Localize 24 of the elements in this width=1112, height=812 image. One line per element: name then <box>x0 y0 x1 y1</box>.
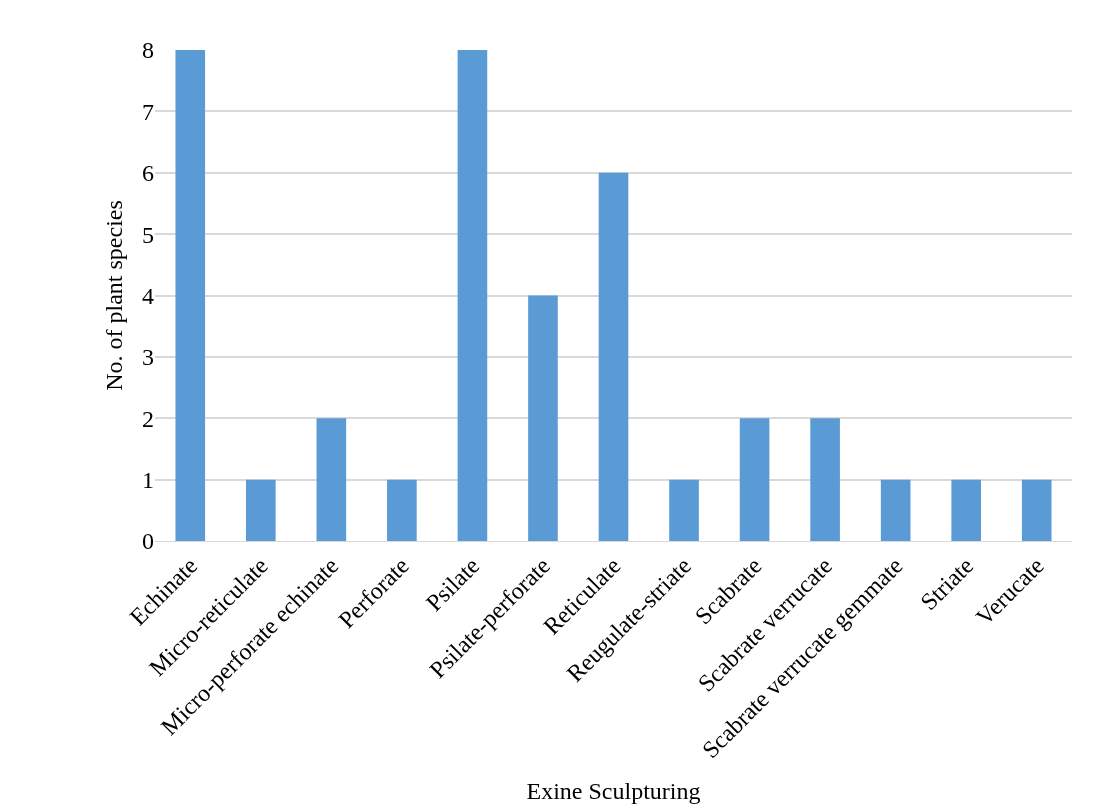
bar <box>175 50 206 541</box>
x-axis-title: Exine Sculpturing <box>526 778 701 805</box>
y-tick-label: 0 <box>142 528 154 555</box>
bar <box>880 479 911 541</box>
y-tick-label: 8 <box>142 37 154 64</box>
bar <box>245 479 276 541</box>
bar <box>669 479 699 541</box>
bar <box>457 50 488 541</box>
bar <box>739 418 770 541</box>
bar <box>810 418 840 541</box>
y-tick-label: 5 <box>142 221 154 248</box>
bar <box>528 295 558 541</box>
bar <box>316 418 347 541</box>
bar <box>598 172 629 541</box>
y-tick-label: 7 <box>142 98 154 125</box>
y-tick-label: 2 <box>142 405 154 432</box>
bar <box>387 479 417 541</box>
y-tick-label: 1 <box>142 467 154 494</box>
bar <box>951 479 982 541</box>
y-axis-title: No. of plant species <box>101 200 128 391</box>
y-tick-label: 3 <box>142 344 154 371</box>
bar <box>1021 479 1052 541</box>
y-tick-label: 4 <box>142 282 154 309</box>
y-tick-label: 6 <box>142 160 154 187</box>
